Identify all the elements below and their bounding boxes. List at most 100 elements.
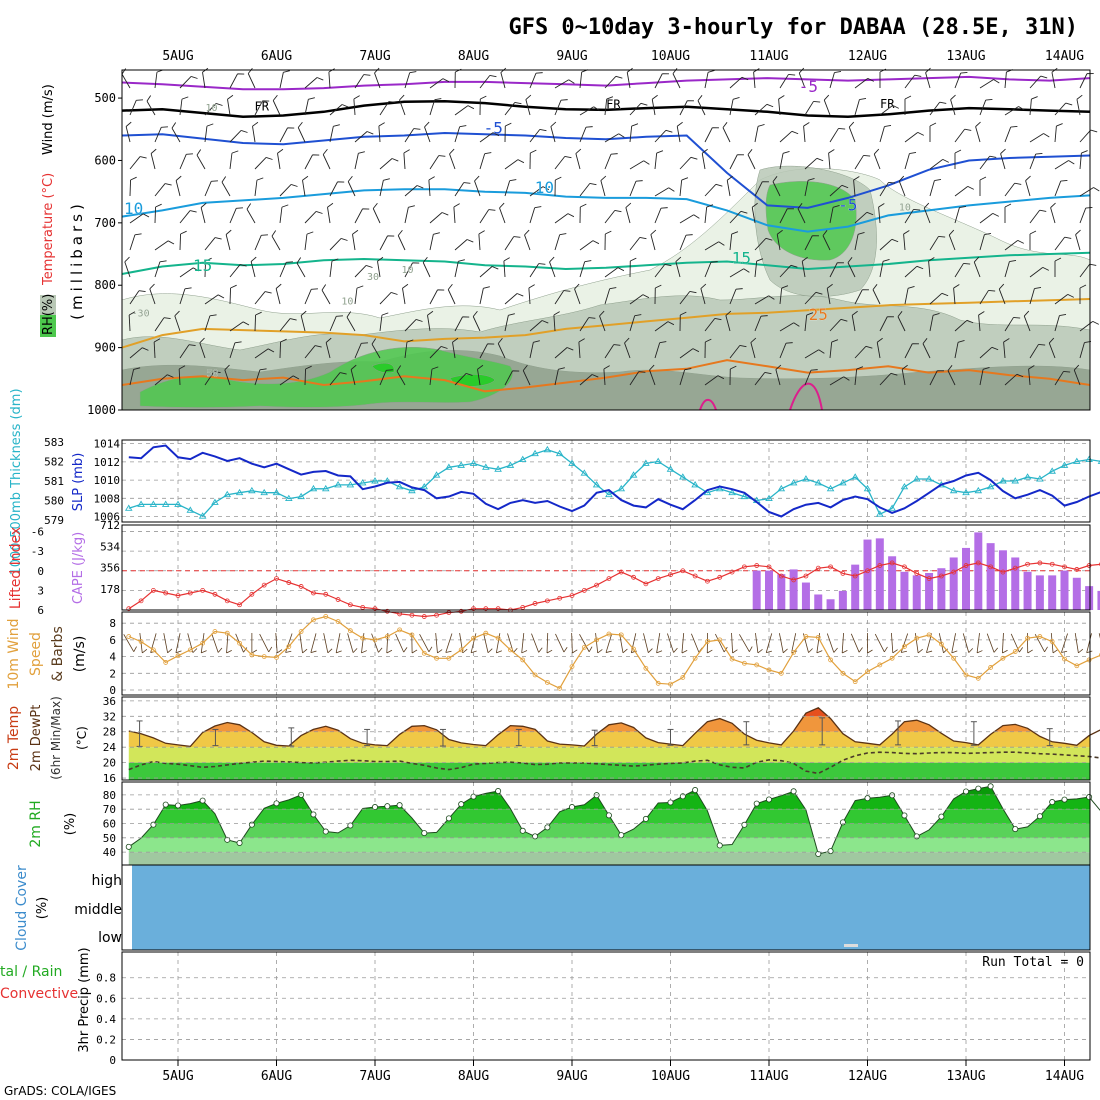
wind-barb-flag — [884, 124, 892, 128]
thickness-marker — [543, 445, 552, 453]
wind-barb — [300, 310, 307, 332]
wind10-barb — [123, 634, 137, 652]
wind-barb-staff — [603, 369, 606, 386]
wind-barb — [327, 202, 334, 224]
cape-bar — [1060, 570, 1069, 610]
li-marker — [815, 565, 821, 571]
wind-barb — [154, 374, 174, 386]
wind-barb — [404, 71, 417, 89]
wind-barb — [254, 311, 262, 332]
wind-barb — [247, 67, 256, 89]
wind-barb-flag — [1000, 148, 1006, 154]
wind-barb-flag — [1056, 123, 1063, 127]
rh-marker — [1061, 796, 1068, 803]
date-label-top: 13AUG — [946, 49, 985, 64]
wind10-marker — [889, 655, 895, 661]
wind-barb-staff — [353, 99, 356, 116]
wind-barb-flag — [762, 181, 769, 183]
wind-barb-flag — [255, 311, 262, 316]
wind-barb-staff — [804, 157, 818, 170]
wind-barb-staff — [304, 77, 318, 89]
wind-barb-staff — [254, 314, 257, 332]
li-panel-frame — [121, 524, 1091, 611]
wind-barb — [654, 321, 675, 332]
wind-barb — [304, 365, 312, 386]
wind-barb-flag — [224, 364, 230, 371]
wind-barb — [704, 317, 722, 332]
wind-barb-staff — [998, 288, 1006, 305]
wind-barb-flag — [1076, 94, 1083, 100]
wind10-barb — [938, 633, 948, 654]
li-marker — [360, 604, 366, 610]
wind-barb-staff — [1054, 180, 1062, 197]
wind-barb-flag — [953, 284, 960, 289]
wind10-barb-flag — [1052, 649, 1059, 654]
wind-barb-flag — [775, 364, 782, 370]
wind-barb — [479, 95, 487, 116]
wind-barb-staff — [529, 72, 537, 89]
wind-barb-staff — [1000, 153, 1006, 170]
thickness-marker — [457, 461, 465, 468]
wind-barb — [504, 293, 524, 305]
wind-barb — [854, 289, 869, 305]
wind-barb-flag — [659, 341, 667, 344]
wind-barb — [604, 133, 625, 143]
wind10-marker — [951, 655, 957, 661]
wind-barb-staff — [604, 210, 616, 224]
wind-barb-staff — [179, 344, 190, 359]
temp-band — [128, 731, 1090, 748]
wind-barb-staff — [146, 100, 156, 116]
wind-barb — [175, 175, 182, 197]
wind-barb — [454, 105, 475, 116]
li-marker — [224, 598, 230, 604]
wind10-marker — [1062, 656, 1067, 662]
rh-marker — [162, 801, 169, 808]
wind-barb-flag — [1089, 263, 1097, 266]
wind-barb-flag — [314, 345, 322, 348]
cloud-level-label: high — [91, 873, 122, 889]
wind-barb-staff — [404, 319, 417, 332]
wind10-marker — [446, 655, 452, 661]
wind-barb — [428, 176, 435, 197]
wind-barb — [747, 149, 756, 170]
thickness-marker — [851, 473, 859, 480]
wind-barb-flag — [873, 148, 880, 155]
date-label-bottom: 7AUG — [359, 1069, 390, 1084]
wind-barb-flag — [872, 284, 878, 290]
wind-barb — [772, 176, 781, 197]
wind-barb-staff — [329, 181, 338, 197]
wind-barb — [402, 283, 409, 305]
wind-barb — [603, 365, 610, 386]
wind-barb-flag — [750, 337, 757, 343]
wind-barb-flag — [1081, 150, 1088, 154]
wind-barb — [372, 202, 381, 224]
wind-barb — [529, 340, 540, 359]
wind-barb-staff — [754, 237, 767, 251]
wind-barb-flag — [433, 232, 440, 235]
cape-bar — [801, 582, 810, 610]
wind-barb-flag — [180, 230, 187, 235]
wind-barb — [1028, 365, 1035, 386]
wind-barb-flag — [378, 122, 385, 127]
wind-barb-staff — [579, 126, 587, 143]
wind-barb-flag — [816, 157, 824, 162]
wind-barb — [579, 374, 599, 386]
wind-barb — [754, 103, 774, 116]
wind-barb-staff — [879, 238, 893, 251]
wind-barb — [1079, 150, 1088, 170]
wind-barb-staff — [529, 186, 544, 197]
wind-barb-flag — [211, 180, 218, 182]
wind-barb-flag — [726, 175, 733, 181]
wind-barb-flag — [603, 365, 610, 370]
wind-barb — [528, 284, 535, 305]
ytick-label: 500 — [94, 91, 116, 105]
wind-barb-staff — [675, 261, 681, 278]
wind-barb-flag — [966, 319, 974, 324]
wind-barb-flag — [664, 263, 672, 267]
wind-barb — [454, 259, 465, 278]
wind-barb-staff — [229, 73, 238, 89]
wind10-barb-flag — [192, 648, 198, 653]
rh-marker — [815, 850, 822, 857]
wind-barb — [679, 214, 700, 224]
